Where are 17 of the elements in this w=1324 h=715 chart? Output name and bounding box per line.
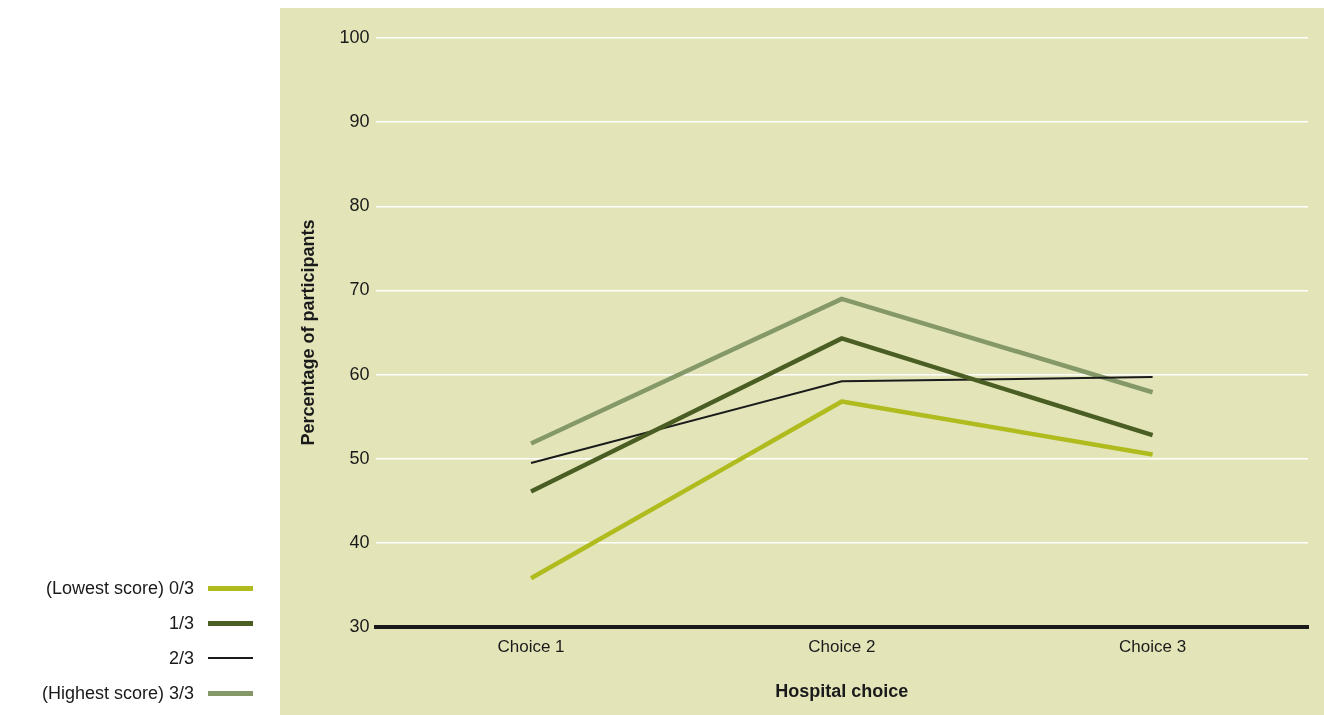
y-tick-label: 60 <box>349 363 370 384</box>
y-tick-label: 70 <box>349 279 370 300</box>
legend-label: (Highest score) 3/3 <box>41 682 194 704</box>
legend-label: (Lowest score) 0/3 <box>45 577 194 599</box>
y-tick-label: 80 <box>349 195 370 216</box>
legend-label: 1/3 <box>168 612 194 634</box>
legend-label: 2/3 <box>168 647 194 669</box>
y-tick-label: 30 <box>349 615 370 636</box>
y-tick-label: 90 <box>349 111 370 132</box>
x-axis-title: Hospital choice <box>775 681 909 702</box>
y-axis-title: Percentage of participants <box>297 219 318 446</box>
x-tick-label: Choice 2 <box>808 636 876 656</box>
x-tick-label: Choice 3 <box>1119 636 1187 656</box>
y-tick-label: 100 <box>339 26 370 47</box>
x-tick-label: Choice 1 <box>497 636 565 656</box>
y-tick-label: 40 <box>349 531 370 552</box>
y-tick-label: 50 <box>349 447 370 468</box>
